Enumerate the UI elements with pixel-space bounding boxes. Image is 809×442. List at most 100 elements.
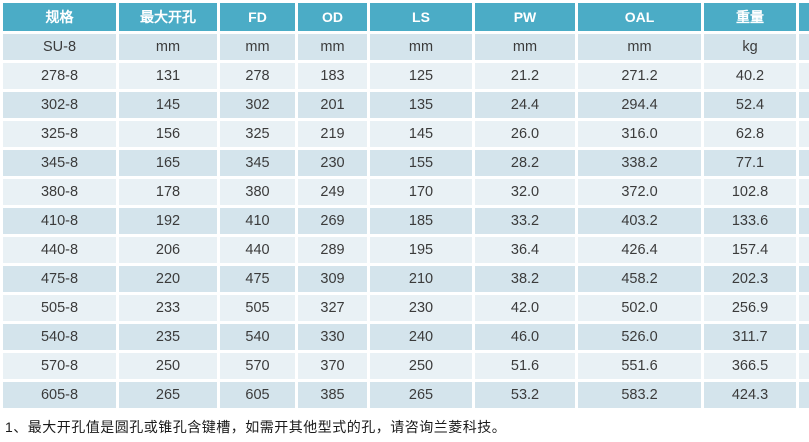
table-cell: 220 — [119, 266, 217, 292]
table-cell: 325 — [220, 121, 295, 147]
table-cell: 269 — [298, 208, 367, 234]
table-cell: 410 — [220, 208, 295, 234]
table-cell: 202.3 — [704, 266, 796, 292]
column-header: 重量 — [704, 3, 796, 31]
table-cell: mm — [220, 34, 295, 60]
table-cell: mm — [475, 34, 575, 60]
table-cell: 145 — [370, 121, 472, 147]
table-cell: 28.2 — [475, 150, 575, 176]
table-cell: 540-8 — [3, 324, 116, 350]
table-cell: 380-8 — [3, 179, 116, 205]
unit-row: SU-8 mm mm mm mm mm mm kg — [3, 34, 809, 60]
table-cell: 385 — [298, 382, 367, 408]
table-cell: 21.2 — [475, 63, 575, 89]
table-cell: 271.2 — [578, 63, 701, 89]
cutoff-column-cell — [799, 266, 809, 292]
table-cell: 240 — [370, 324, 472, 350]
table-cell: 195 — [370, 237, 472, 263]
cutoff-column-cell — [799, 92, 809, 118]
table-cell: 475-8 — [3, 266, 116, 292]
table-cell: 256.9 — [704, 295, 796, 321]
table-cell: 206 — [119, 237, 217, 263]
table-cell: 327 — [298, 295, 367, 321]
table-cell: mm — [578, 34, 701, 60]
table-cell: 36.4 — [475, 237, 575, 263]
table-cell: 605-8 — [3, 382, 116, 408]
column-header: OAL — [578, 3, 701, 31]
column-header: OD — [298, 3, 367, 31]
table-cell: 605 — [220, 382, 295, 408]
table-cell: 294.4 — [578, 92, 701, 118]
table-cell: mm — [298, 34, 367, 60]
spec-table: 规格 最大开孔 FD OD LS PW OAL 重量 SU-8 mm mm mm mm mm mm kg 27… — [3, 3, 809, 408]
table-cell: 570-8 — [3, 353, 116, 379]
table-cell: 330 — [298, 324, 367, 350]
table-cell: 156 — [119, 121, 217, 147]
cutoff-column-cell — [799, 324, 809, 350]
table-cell: 289 — [298, 237, 367, 263]
table-cell: 526.0 — [578, 324, 701, 350]
table-row: 440-8 206 440 289 195 36.4 426.4 157.4 — [3, 237, 809, 263]
cutoff-column-cell — [799, 353, 809, 379]
table-cell: 40.2 — [704, 63, 796, 89]
table-cell: 185 — [370, 208, 472, 234]
table-cell: 265 — [370, 382, 472, 408]
table-row: 570-8 250 570 370 250 51.6 551.6 366.5 — [3, 353, 809, 379]
table-cell: 135 — [370, 92, 472, 118]
table-cell: 551.6 — [578, 353, 701, 379]
cutoff-column-header — [799, 3, 809, 31]
table-cell: 265 — [119, 382, 217, 408]
cutoff-column-cell — [799, 237, 809, 263]
table-cell: 250 — [370, 353, 472, 379]
table-cell: 426.4 — [578, 237, 701, 263]
table-cell: 51.6 — [475, 353, 575, 379]
table-cell: 157.4 — [704, 237, 796, 263]
table-cell: 125 — [370, 63, 472, 89]
table-cell: 250 — [119, 353, 217, 379]
table-cell: 380 — [220, 179, 295, 205]
table-cell: SU-8 — [3, 34, 116, 60]
table-cell: 372.0 — [578, 179, 701, 205]
table-row: 605-8 265 605 385 265 53.2 583.2 424.3 — [3, 382, 809, 408]
table-cell: mm — [119, 34, 217, 60]
cutoff-column-cell — [799, 179, 809, 205]
column-header: PW — [475, 3, 575, 31]
table-cell: 33.2 — [475, 208, 575, 234]
table-row: 278-8 131 278 183 125 21.2 271.2 40.2 — [3, 63, 809, 89]
table-row: 325-8 156 325 219 145 26.0 316.0 62.8 — [3, 121, 809, 147]
table-cell: 570 — [220, 353, 295, 379]
table-cell: 32.0 — [475, 179, 575, 205]
table-cell: 410-8 — [3, 208, 116, 234]
table-cell: 366.5 — [704, 353, 796, 379]
table-cell: 235 — [119, 324, 217, 350]
table-cell: 131 — [119, 63, 217, 89]
column-header: 规格 — [3, 3, 116, 31]
table-row: 410-8 192 410 269 185 33.2 403.2 133.6 — [3, 208, 809, 234]
table-cell: 345 — [220, 150, 295, 176]
table-cell: 170 — [370, 179, 472, 205]
table-cell: 316.0 — [578, 121, 701, 147]
cutoff-column-cell — [799, 295, 809, 321]
table-cell: 210 — [370, 266, 472, 292]
table-cell: 505-8 — [3, 295, 116, 321]
table-cell: 311.7 — [704, 324, 796, 350]
table-cell: 540 — [220, 324, 295, 350]
cutoff-column-cell — [799, 63, 809, 89]
table-cell: 183 — [298, 63, 367, 89]
table-cell: 53.2 — [475, 382, 575, 408]
table-cell: 424.3 — [704, 382, 796, 408]
table-cell: 502.0 — [578, 295, 701, 321]
table-cell: 278-8 — [3, 63, 116, 89]
table-cell: 155 — [370, 150, 472, 176]
table-cell: 178 — [119, 179, 217, 205]
table-cell: 302-8 — [3, 92, 116, 118]
table-row: 380-8 178 380 249 170 32.0 372.0 102.8 — [3, 179, 809, 205]
table-cell: 102.8 — [704, 179, 796, 205]
table-cell: 458.2 — [578, 266, 701, 292]
cutoff-column-cell — [799, 382, 809, 408]
table-cell: 302 — [220, 92, 295, 118]
table-row: 475-8 220 475 309 210 38.2 458.2 202.3 — [3, 266, 809, 292]
table-cell: 42.0 — [475, 295, 575, 321]
table-header-row: 规格 最大开孔 FD OD LS PW OAL 重量 — [3, 3, 809, 31]
